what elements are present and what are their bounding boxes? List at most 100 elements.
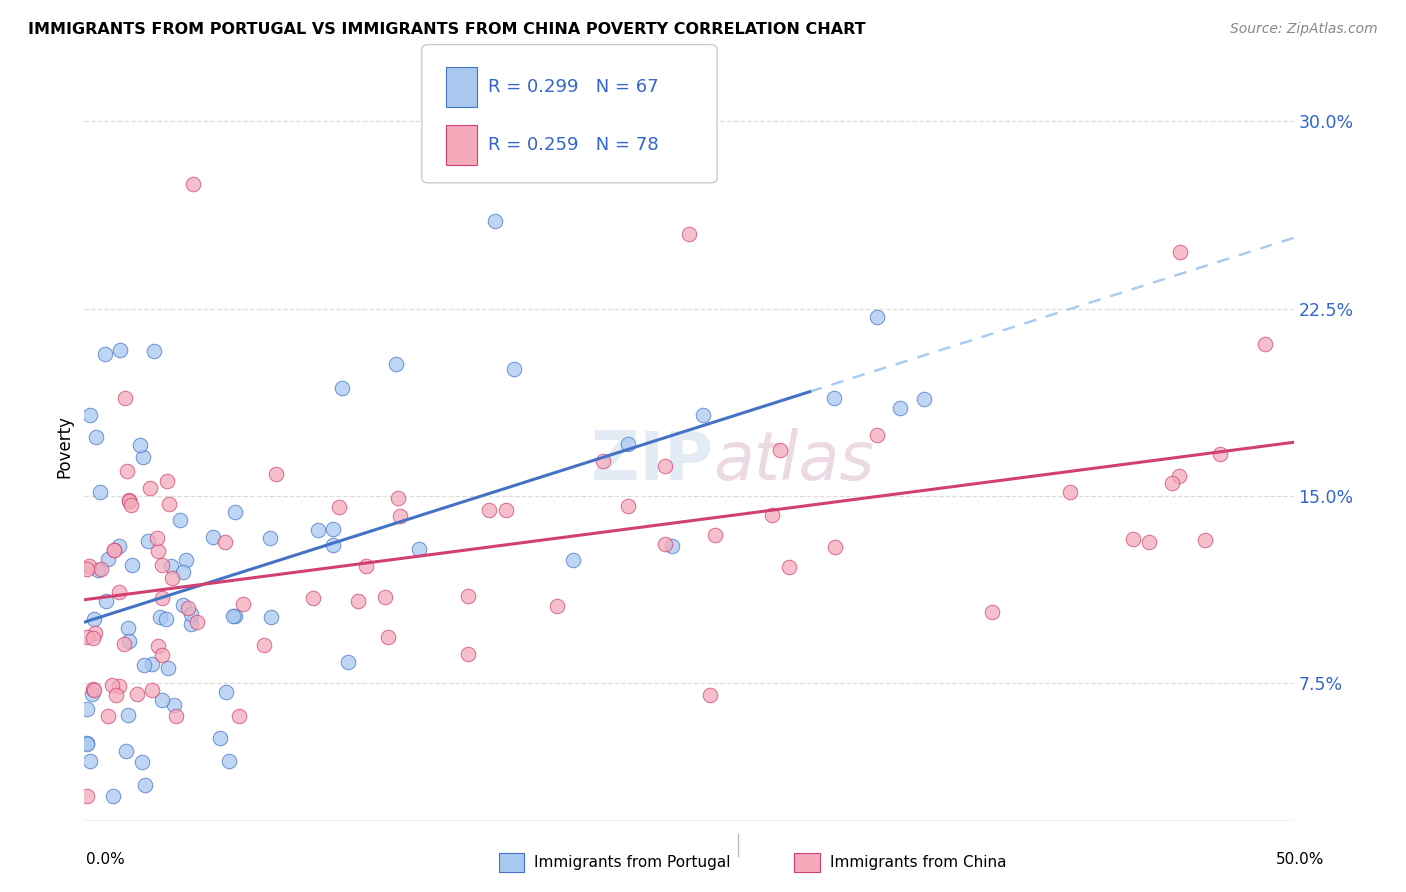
Point: [214, 685, 236, 699]
Point: [131, 755, 153, 769]
Point: [228, 708, 250, 723]
Point: [180, 607, 202, 621]
Point: [86, 564, 108, 578]
Point: [132, 657, 155, 672]
Point: [495, 503, 517, 517]
Point: [101, 789, 124, 803]
Point: [253, 638, 276, 652]
Point: [149, 610, 172, 624]
Point: [374, 590, 396, 604]
Point: [112, 637, 135, 651]
Point: [159, 497, 181, 511]
Point: [131, 450, 153, 464]
Point: [678, 227, 700, 241]
Point: [77, 559, 100, 574]
Point: [503, 362, 526, 376]
Point: [408, 541, 430, 556]
Point: [84, 626, 107, 640]
Point: [76, 736, 98, 750]
Point: [866, 427, 889, 442]
Point: [387, 491, 409, 505]
Point: [259, 609, 281, 624]
Point: [322, 521, 344, 535]
Point: [661, 539, 683, 553]
Point: [201, 530, 224, 544]
Point: [94, 593, 117, 607]
Point: [134, 778, 156, 792]
Point: [385, 357, 408, 371]
Point: [146, 531, 169, 545]
Text: IMMIGRANTS FROM PORTUGAL VS IMMIGRANTS FROM CHINA POVERTY CORRELATION CHART: IMMIGRANTS FROM PORTUGAL VS IMMIGRANTS F…: [28, 22, 866, 37]
Point: [118, 493, 141, 508]
Point: [84, 430, 107, 444]
Point: [617, 437, 640, 451]
Point: [76, 702, 98, 716]
Point: [90, 562, 112, 576]
Point: [89, 484, 111, 499]
Point: [478, 503, 501, 517]
Point: [162, 571, 184, 585]
Point: [105, 688, 128, 702]
Point: [129, 438, 152, 452]
Point: [159, 558, 181, 573]
Text: Immigrants from China: Immigrants from China: [830, 855, 1007, 870]
Point: [266, 467, 288, 482]
Point: [218, 754, 240, 768]
Point: [127, 687, 149, 701]
Point: [97, 551, 120, 566]
Point: [186, 615, 208, 630]
Point: [1059, 485, 1081, 500]
Text: 50.0%: 50.0%: [1277, 852, 1324, 867]
Point: [761, 508, 783, 523]
Point: [224, 608, 246, 623]
Point: [150, 558, 173, 572]
Point: [143, 343, 166, 358]
Point: [259, 531, 281, 545]
Point: [330, 381, 353, 395]
Point: [80, 687, 103, 701]
Point: [117, 464, 139, 478]
Text: atlas: atlas: [713, 428, 875, 494]
Point: [120, 498, 142, 512]
Point: [222, 608, 245, 623]
Point: [83, 612, 105, 626]
Text: R = 0.299   N = 67: R = 0.299 N = 67: [488, 78, 658, 96]
Point: [115, 744, 138, 758]
Point: [1167, 469, 1189, 483]
Point: [76, 562, 98, 576]
Point: [1194, 533, 1216, 547]
Point: [117, 621, 139, 635]
Point: [114, 392, 136, 406]
Point: [152, 591, 174, 606]
Point: [616, 500, 638, 514]
Point: [224, 505, 246, 519]
Point: [136, 533, 159, 548]
Point: [354, 558, 377, 573]
Point: [156, 475, 179, 489]
Point: [457, 590, 479, 604]
Point: [141, 682, 163, 697]
Point: [377, 631, 399, 645]
Point: [82, 631, 104, 645]
Point: [889, 401, 911, 415]
Point: [172, 565, 194, 579]
Point: [162, 698, 184, 712]
Point: [141, 657, 163, 671]
Point: [107, 680, 129, 694]
Point: [214, 535, 236, 549]
Point: [388, 509, 411, 524]
Point: [692, 409, 714, 423]
Point: [150, 648, 173, 662]
Point: [103, 542, 125, 557]
Point: [336, 655, 359, 669]
Point: [108, 585, 131, 599]
Point: [101, 678, 124, 692]
Point: [1122, 532, 1144, 546]
Point: [769, 443, 792, 458]
Point: [181, 177, 204, 191]
Point: [208, 731, 231, 745]
Point: [592, 454, 614, 468]
Point: [172, 599, 194, 613]
Point: [165, 709, 187, 723]
Text: Source: ZipAtlas.com: Source: ZipAtlas.com: [1230, 22, 1378, 37]
